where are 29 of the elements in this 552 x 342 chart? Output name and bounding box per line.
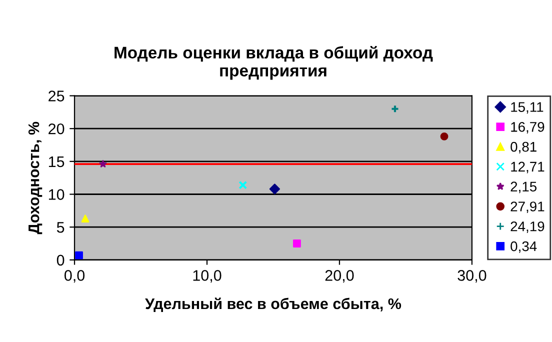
point	[390, 104, 400, 114]
y-tick-label: 10	[48, 189, 64, 200]
legend-label: 0,81	[510, 142, 536, 154]
y-tick-label: 20	[48, 123, 64, 134]
legend-label: 24,19	[510, 221, 544, 233]
legend-label: 15,11	[511, 102, 544, 114]
chart-title: Модель оценки вклада в общий доход предприятия	[114, 46, 433, 80]
legend-label: 12,71	[511, 162, 544, 174]
legend-label: 2,15	[510, 182, 537, 194]
y-axis-title: Доходность, %	[28, 122, 42, 234]
point	[293, 240, 301, 248]
x-tick-label: 20,0	[325, 270, 354, 283]
y-tick-label: 15	[48, 156, 64, 168]
x-tick-label: 10,0	[193, 270, 222, 283]
point	[269, 184, 280, 194]
y-tick-label: 0	[56, 254, 64, 266]
legend-label: 16,79	[511, 122, 544, 134]
x-axis-title: Удельный вес в объеме сбыта, %	[145, 298, 402, 312]
point	[75, 251, 83, 260]
point	[99, 160, 107, 168]
point	[81, 214, 90, 223]
legend-label: 0,34	[510, 241, 537, 253]
point	[440, 132, 448, 140]
legend-label: 27,91	[510, 202, 544, 214]
x-tick-label: 30,0	[458, 270, 486, 283]
y-tick-label: 5	[56, 222, 64, 233]
point	[238, 180, 248, 190]
x-tick-label: 0,0	[64, 270, 85, 283]
y-tick-label: 25	[48, 90, 64, 102]
